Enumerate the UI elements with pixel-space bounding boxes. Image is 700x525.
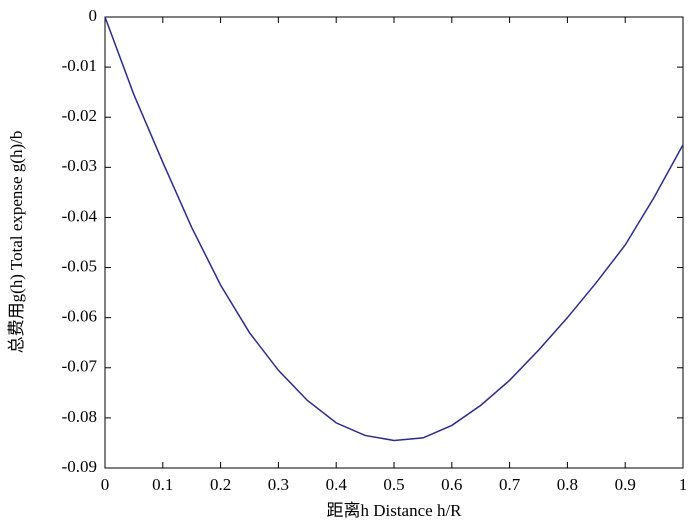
y-tick-label: -0.02 [62, 106, 97, 125]
y-tick-label: -0.06 [62, 307, 97, 326]
x-tick-label: 0.1 [152, 475, 173, 494]
x-tick-label: 1 [679, 475, 688, 494]
x-axis-label: 距离h Distance h/R [326, 501, 462, 520]
x-tick-label: 0.5 [383, 475, 404, 494]
y-tick-label: -0.05 [62, 256, 97, 275]
y-axis-label: 总费用g(h) Total expense g(h)/b [7, 131, 26, 354]
line-series [104, 16, 684, 442]
x-tick-label: 0.6 [441, 475, 462, 494]
y-tick-label: -0.08 [62, 407, 97, 426]
y-tick-label: -0.07 [62, 357, 98, 376]
x-tick-label: 0.7 [499, 475, 521, 494]
y-tick-label: 0 [89, 6, 98, 25]
y-tick-label: -0.09 [62, 457, 97, 476]
x-tick-label: 0.8 [557, 475, 578, 494]
y-tick-label: -0.03 [62, 156, 97, 175]
x-tick-label: 0.3 [268, 475, 289, 494]
y-tick-label: -0.04 [62, 206, 98, 225]
x-tick-label: 0.9 [615, 475, 636, 494]
y-tick-label: -0.01 [62, 56, 97, 75]
x-tick-label: 0.2 [210, 475, 231, 494]
plot-frame [104, 16, 684, 469]
x-tick-label: 0 [101, 475, 110, 494]
x-tick-label: 0.4 [326, 475, 348, 494]
